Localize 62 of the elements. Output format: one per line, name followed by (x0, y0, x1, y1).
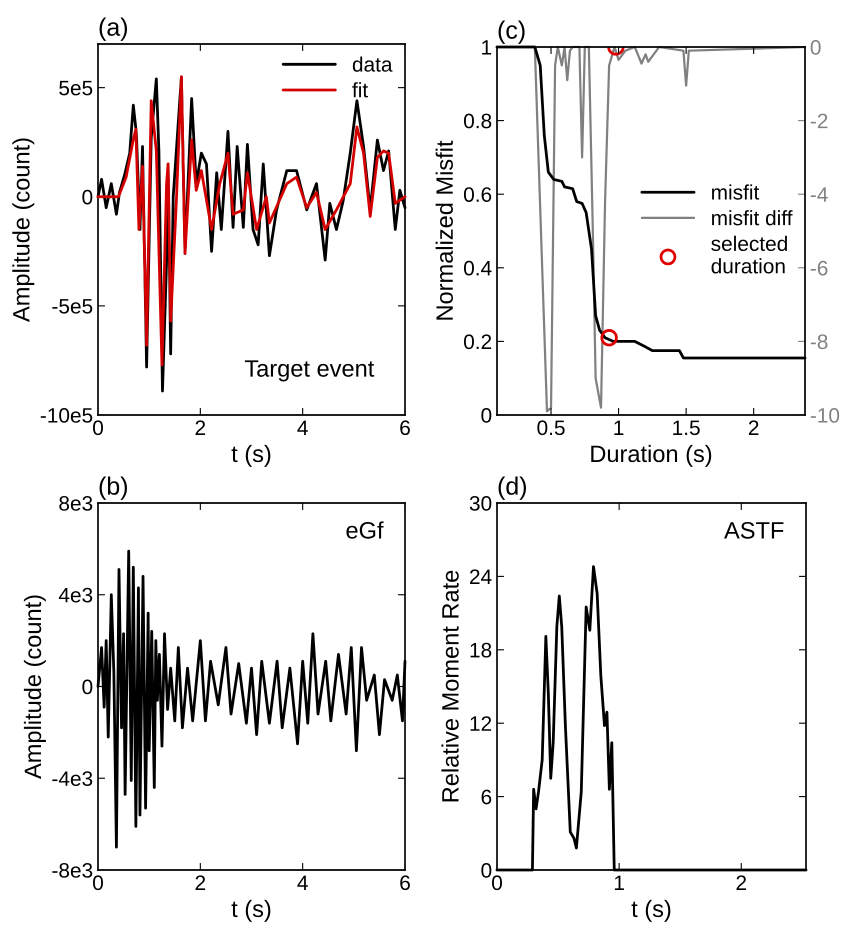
x-tick-label: 6 (400, 420, 410, 436)
y-axis-title: Relative Moment Rate (441, 570, 459, 802)
y2-tick-label: -6 (810, 260, 828, 276)
x-axis-title: t (s) (632, 900, 670, 922)
legend-label: fit (352, 82, 368, 98)
y-tick-label: 0.6 (464, 187, 492, 202)
x-axis-title: t (s) (232, 444, 270, 467)
y-tick-label: -8e3 (52, 863, 92, 878)
x-tick-label: 4 (297, 420, 308, 435)
x-tick-label: 0 (492, 875, 502, 890)
x-tick-label: 2 (196, 420, 206, 435)
x-tick-label: 4 (297, 876, 308, 890)
legend-label: data (352, 56, 393, 72)
y-tick-label: 5e5 (59, 80, 92, 96)
x-axis-title: t (s) (232, 900, 270, 922)
x-tick-label: 2 (736, 875, 746, 890)
annotation: ASTF (724, 522, 784, 539)
y-axis-title: Amplitude (count) (24, 595, 46, 779)
y2-tick-label: -4 (810, 187, 828, 202)
y-tick-label: -10e5 (40, 408, 92, 423)
x-axis-title: Duration (s) (591, 444, 712, 467)
y-tick-label: 0.4 (464, 260, 492, 276)
y-axis-title: Amplitude (count) (12, 138, 34, 322)
chart-title: (b) (100, 476, 127, 500)
y2-tick-label: -10 (810, 408, 840, 423)
y-tick-label: 0 (481, 408, 492, 423)
legend-label: misfit diff (712, 210, 793, 226)
y-tick-label: 0 (82, 680, 92, 694)
legend-label: selected duration (711, 236, 787, 274)
y-tick-label: 1 (482, 40, 492, 55)
y-tick-label: 30 (470, 496, 492, 511)
y-tick-label: -5e5 (52, 299, 92, 314)
y-tick-label: 6 (482, 790, 492, 804)
x-tick-label: 0 (93, 420, 103, 436)
y-tick-label: 24 (470, 569, 492, 584)
annotation: Target event (244, 360, 374, 382)
y-tick-label: 12 (470, 716, 492, 731)
y-tick-label: 8e3 (59, 496, 92, 511)
y-tick-label: -4e3 (52, 771, 92, 786)
y-tick-label: 18 (470, 642, 492, 658)
x-tick-label: 1.5 (673, 420, 700, 436)
y-tick-label: 0 (82, 190, 92, 205)
y-tick-label: 4e3 (58, 588, 92, 603)
y-tick-label: 0.8 (464, 114, 492, 128)
y2-tick-label: -2 (810, 114, 828, 128)
legend-label: misfit (712, 184, 760, 200)
x-tick-label: 0 (93, 875, 103, 890)
y-tick-label: 0.2 (464, 334, 492, 350)
chart-title: (d) (498, 476, 526, 500)
x-tick-label: 2 (748, 420, 758, 435)
x-tick-label: 0.5 (537, 420, 565, 436)
chart-title: (a) (100, 18, 127, 41)
x-tick-label: 2 (196, 875, 206, 890)
x-tick-label: 6 (400, 875, 410, 890)
y2-tick-label: -8 (810, 334, 828, 350)
x-tick-label: 1 (614, 876, 624, 890)
y2-tick-label: 0 (810, 40, 821, 55)
chart-title: (c) (498, 20, 525, 44)
y-axis-title: Normalized Misfit (436, 140, 453, 320)
y-tick-label: 0 (481, 863, 492, 878)
annotation: eGf (346, 521, 384, 539)
x-tick-label: 1 (614, 420, 624, 435)
